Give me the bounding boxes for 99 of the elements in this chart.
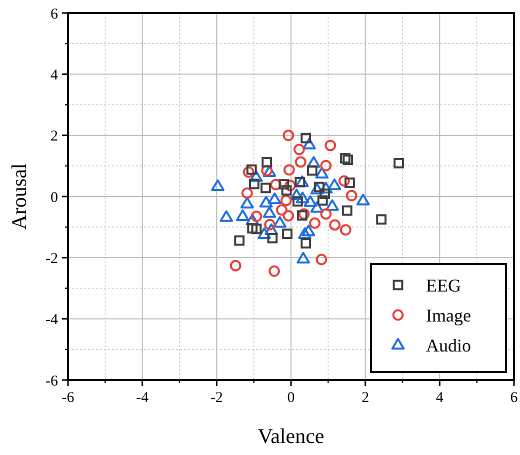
point bbox=[249, 178, 260, 190]
point bbox=[310, 201, 324, 213]
point bbox=[304, 195, 318, 207]
point bbox=[211, 179, 224, 192]
x-tick-label: 2 bbox=[362, 390, 370, 406]
point bbox=[280, 194, 292, 206]
y-tick-label: 4 bbox=[50, 67, 58, 84]
point bbox=[262, 157, 272, 168]
point bbox=[326, 199, 339, 211]
point bbox=[340, 224, 352, 236]
point bbox=[342, 154, 354, 165]
x-tick-label: -4 bbox=[136, 390, 150, 406]
x-axis-title: Valence bbox=[258, 424, 324, 448]
point bbox=[296, 210, 308, 221]
x-tick-label: -6 bbox=[62, 390, 75, 406]
point bbox=[320, 208, 332, 220]
point bbox=[264, 218, 276, 230]
point bbox=[246, 214, 260, 226]
point bbox=[310, 182, 324, 194]
point bbox=[324, 140, 336, 152]
point bbox=[342, 205, 352, 216]
point bbox=[282, 210, 294, 222]
x-tick-label: 0 bbox=[287, 390, 295, 406]
point bbox=[328, 178, 342, 190]
point bbox=[270, 178, 282, 190]
point bbox=[300, 238, 312, 248]
point bbox=[316, 254, 328, 266]
point bbox=[329, 219, 341, 231]
point bbox=[295, 175, 309, 188]
y-tick-label: -2 bbox=[46, 250, 58, 267]
point bbox=[240, 196, 254, 208]
point bbox=[276, 204, 288, 216]
point bbox=[234, 235, 245, 246]
point bbox=[247, 223, 258, 234]
point bbox=[300, 132, 312, 144]
y-axis-title: Arousal bbox=[7, 163, 31, 230]
point bbox=[298, 208, 310, 220]
point bbox=[260, 182, 271, 194]
point bbox=[320, 188, 330, 199]
point bbox=[282, 130, 294, 142]
point bbox=[262, 165, 276, 177]
legend-label: EEG bbox=[426, 275, 461, 296]
point bbox=[294, 176, 306, 188]
point bbox=[242, 166, 254, 178]
point bbox=[290, 188, 304, 200]
point bbox=[220, 210, 234, 222]
point bbox=[251, 224, 262, 234]
point bbox=[281, 185, 292, 196]
x-tick-label: -2 bbox=[210, 390, 223, 406]
point bbox=[306, 156, 320, 168]
point bbox=[356, 194, 370, 206]
y-tick-label: 0 bbox=[50, 190, 58, 206]
point bbox=[302, 224, 316, 236]
point bbox=[258, 227, 271, 240]
point bbox=[273, 216, 287, 228]
point bbox=[282, 228, 292, 240]
point bbox=[302, 138, 316, 150]
legend-label: Image bbox=[426, 305, 471, 326]
point bbox=[246, 164, 257, 175]
x-tick-label: 4 bbox=[436, 390, 444, 406]
point bbox=[309, 217, 320, 229]
point bbox=[283, 164, 295, 176]
point bbox=[317, 195, 328, 206]
point bbox=[346, 190, 358, 202]
point bbox=[230, 260, 242, 272]
x-tick-label: 6 bbox=[510, 390, 518, 406]
point bbox=[298, 227, 312, 240]
point bbox=[249, 170, 263, 182]
point bbox=[306, 165, 318, 176]
point bbox=[264, 223, 278, 236]
point bbox=[296, 252, 310, 264]
point bbox=[268, 192, 282, 204]
legend-label: Audio bbox=[426, 335, 471, 356]
point bbox=[294, 156, 306, 168]
point bbox=[292, 196, 303, 207]
point bbox=[344, 178, 355, 188]
point bbox=[293, 144, 305, 156]
point bbox=[296, 192, 310, 204]
y-tick-label: -4 bbox=[46, 312, 58, 328]
point bbox=[261, 164, 273, 176]
point bbox=[376, 214, 387, 225]
point bbox=[284, 180, 296, 192]
point bbox=[241, 187, 253, 199]
y-tick-label: 6 bbox=[50, 6, 58, 22]
point bbox=[268, 265, 280, 277]
y-tick-label: -6 bbox=[46, 373, 58, 390]
y-tick-label: 2 bbox=[50, 128, 58, 145]
point bbox=[278, 179, 290, 190]
point bbox=[267, 232, 278, 244]
point bbox=[315, 166, 329, 178]
point bbox=[236, 209, 250, 221]
point bbox=[394, 158, 404, 168]
point bbox=[259, 196, 273, 208]
point bbox=[262, 206, 276, 218]
point bbox=[314, 182, 324, 192]
point bbox=[320, 160, 332, 172]
point bbox=[338, 175, 350, 187]
point bbox=[340, 153, 350, 164]
point bbox=[250, 210, 262, 222]
